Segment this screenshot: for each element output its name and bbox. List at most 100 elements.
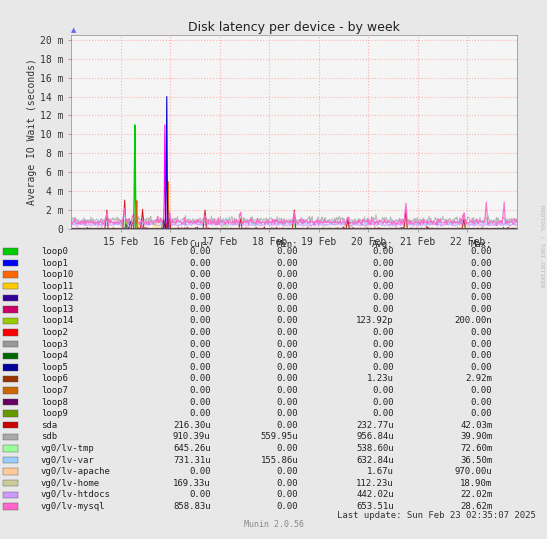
Text: 442.02u: 442.02u	[356, 490, 394, 499]
Text: 0.00: 0.00	[277, 375, 298, 383]
Text: loop1: loop1	[41, 259, 68, 267]
Text: 731.31u: 731.31u	[173, 455, 211, 465]
Text: 0.00: 0.00	[471, 363, 492, 372]
Text: Min:: Min:	[277, 240, 298, 249]
Text: loop7: loop7	[41, 386, 68, 395]
Text: 0.00: 0.00	[471, 293, 492, 302]
Text: 28.62m: 28.62m	[460, 502, 492, 511]
Text: 0.00: 0.00	[189, 259, 211, 267]
Text: 39.90m: 39.90m	[460, 432, 492, 441]
Text: 0.00: 0.00	[373, 340, 394, 349]
Text: vg0/lv-apache: vg0/lv-apache	[41, 467, 111, 476]
Text: 0.00: 0.00	[373, 398, 394, 406]
Text: 0.00: 0.00	[189, 351, 211, 360]
Text: 0.00: 0.00	[277, 316, 298, 326]
Text: 645.26u: 645.26u	[173, 444, 211, 453]
Text: 0.00: 0.00	[277, 293, 298, 302]
Text: 0.00: 0.00	[277, 467, 298, 476]
Text: 0.00: 0.00	[373, 270, 394, 279]
Text: 0.00: 0.00	[277, 398, 298, 406]
Text: 0.00: 0.00	[373, 282, 394, 291]
Text: 0.00: 0.00	[189, 305, 211, 314]
Text: Avg:: Avg:	[373, 240, 394, 249]
Text: 910.39u: 910.39u	[173, 432, 211, 441]
Text: ▲: ▲	[71, 27, 77, 33]
Text: 0.00: 0.00	[373, 363, 394, 372]
Text: 0.00: 0.00	[189, 247, 211, 256]
Text: 0.00: 0.00	[189, 282, 211, 291]
Text: loop13: loop13	[41, 305, 73, 314]
Text: vg0/lv-home: vg0/lv-home	[41, 479, 100, 488]
Text: 0.00: 0.00	[277, 247, 298, 256]
Text: 0.00: 0.00	[189, 363, 211, 372]
Text: 0.00: 0.00	[471, 282, 492, 291]
Text: 0.00: 0.00	[373, 351, 394, 360]
Text: loop6: loop6	[41, 375, 68, 383]
Text: vg0/lv-mysql: vg0/lv-mysql	[41, 502, 106, 511]
Text: 0.00: 0.00	[373, 305, 394, 314]
Text: 0.00: 0.00	[471, 398, 492, 406]
Text: 956.84u: 956.84u	[356, 432, 394, 441]
Text: 1.23u: 1.23u	[367, 375, 394, 383]
Text: 0.00: 0.00	[277, 386, 298, 395]
Text: 632.84u: 632.84u	[356, 455, 394, 465]
Text: 0.00: 0.00	[471, 305, 492, 314]
Text: 42.03m: 42.03m	[460, 421, 492, 430]
Text: vg0/lv-var: vg0/lv-var	[41, 455, 95, 465]
Text: 0.00: 0.00	[189, 490, 211, 499]
Text: 0.00: 0.00	[189, 386, 211, 395]
Text: 0.00: 0.00	[277, 282, 298, 291]
Text: 0.00: 0.00	[277, 363, 298, 372]
Text: 0.00: 0.00	[189, 398, 211, 406]
Text: 0.00: 0.00	[373, 247, 394, 256]
Text: 112.23u: 112.23u	[356, 479, 394, 488]
Text: 858.83u: 858.83u	[173, 502, 211, 511]
Text: 0.00: 0.00	[277, 340, 298, 349]
Text: Cur:: Cur:	[189, 240, 211, 249]
Text: 0.00: 0.00	[373, 386, 394, 395]
Text: 123.92p: 123.92p	[356, 316, 394, 326]
Y-axis label: Average IO Wait (seconds): Average IO Wait (seconds)	[27, 59, 37, 205]
Text: 0.00: 0.00	[277, 351, 298, 360]
Text: loop11: loop11	[41, 282, 73, 291]
Text: loop10: loop10	[41, 270, 73, 279]
Text: 0.00: 0.00	[189, 270, 211, 279]
Text: 0.00: 0.00	[471, 351, 492, 360]
Text: 0.00: 0.00	[373, 259, 394, 267]
Text: 0.00: 0.00	[189, 328, 211, 337]
Text: loop4: loop4	[41, 351, 68, 360]
Text: 0.00: 0.00	[471, 409, 492, 418]
Text: 0.00: 0.00	[471, 259, 492, 267]
Text: 0.00: 0.00	[189, 409, 211, 418]
Text: 0.00: 0.00	[277, 259, 298, 267]
Text: 0.00: 0.00	[277, 328, 298, 337]
Text: 155.86u: 155.86u	[260, 455, 298, 465]
Text: loop8: loop8	[41, 398, 68, 406]
Text: 0.00: 0.00	[189, 293, 211, 302]
Text: loop5: loop5	[41, 363, 68, 372]
Text: 0.00: 0.00	[189, 467, 211, 476]
Text: 0.00: 0.00	[471, 270, 492, 279]
Text: sda: sda	[41, 421, 57, 430]
Text: 0.00: 0.00	[277, 490, 298, 499]
Text: 970.00u: 970.00u	[455, 467, 492, 476]
Text: 232.77u: 232.77u	[356, 421, 394, 430]
Text: 0.00: 0.00	[189, 375, 211, 383]
Text: 0.00: 0.00	[471, 340, 492, 349]
Text: Max:: Max:	[471, 240, 492, 249]
Text: Munin 2.0.56: Munin 2.0.56	[243, 520, 304, 529]
Text: 0.00: 0.00	[277, 479, 298, 488]
Text: vg0/lv-htdocs: vg0/lv-htdocs	[41, 490, 111, 499]
Text: 0.00: 0.00	[373, 409, 394, 418]
Text: 0.00: 0.00	[277, 409, 298, 418]
Text: 216.30u: 216.30u	[173, 421, 211, 430]
Text: 22.02m: 22.02m	[460, 490, 492, 499]
Text: 653.51u: 653.51u	[356, 502, 394, 511]
Text: 0.00: 0.00	[471, 247, 492, 256]
Text: RRDTOOL / TOBI OETIKER: RRDTOOL / TOBI OETIKER	[539, 205, 544, 287]
Title: Disk latency per device - by week: Disk latency per device - by week	[188, 21, 400, 34]
Text: loop2: loop2	[41, 328, 68, 337]
Text: 559.95u: 559.95u	[260, 432, 298, 441]
Text: 1.67u: 1.67u	[367, 467, 394, 476]
Text: sdb: sdb	[41, 432, 57, 441]
